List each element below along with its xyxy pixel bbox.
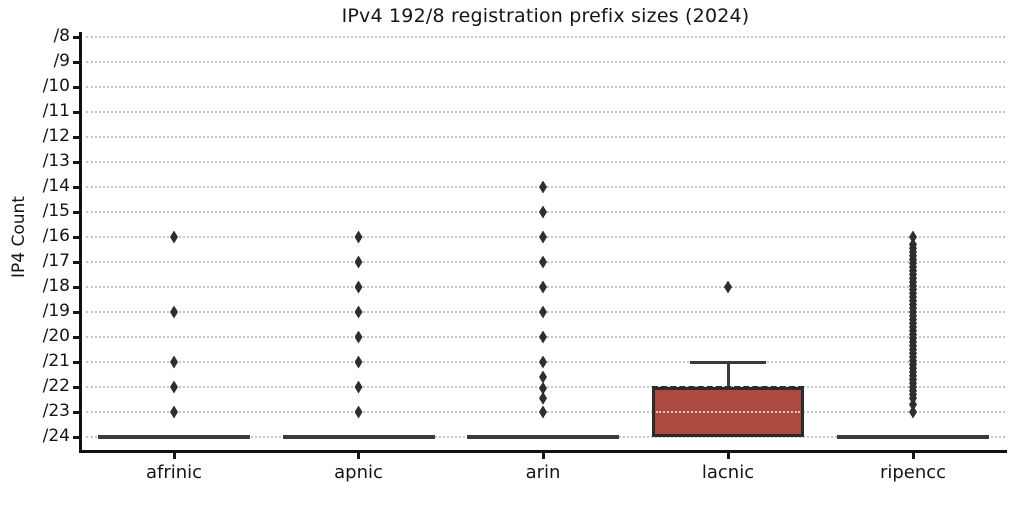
- y-tick-mark: [73, 35, 82, 39]
- x-tick-label: arin: [525, 462, 561, 483]
- y-tick-label: /24: [42, 426, 70, 446]
- outlier-marker: [170, 355, 178, 369]
- y-tick-label: /11: [42, 101, 70, 121]
- y-tick-mark: [73, 360, 82, 364]
- x-tick-mark: [726, 451, 730, 459]
- collapsed-box: [837, 435, 989, 439]
- x-tick-label: apnic: [334, 462, 383, 483]
- outlier-marker: [539, 370, 547, 384]
- chart-title: IPv4 192/8 registration prefix sizes (20…: [341, 5, 750, 27]
- collapsed-box: [282, 435, 435, 439]
- outlier-marker: [724, 280, 732, 294]
- outlier-marker: [539, 330, 547, 344]
- y-tick-mark: [73, 235, 82, 239]
- collapsed-box: [98, 435, 250, 439]
- outlier-marker: [354, 255, 363, 269]
- y-tick-mark: [73, 110, 82, 114]
- gridline: [86, 36, 1005, 38]
- y-tick-label: /20: [42, 326, 70, 346]
- left-spine: [79, 32, 82, 453]
- y-tick-mark: [73, 385, 82, 389]
- y-tick-mark: [73, 210, 82, 214]
- y-tick-label: /9: [53, 51, 70, 71]
- outlier-marker: [539, 355, 547, 369]
- bottom-spine: [79, 450, 1007, 453]
- y-tick-mark: [73, 260, 82, 264]
- whisker: [726, 362, 730, 387]
- y-tick-mark: [73, 335, 82, 339]
- outlier-marker: [539, 305, 547, 319]
- outlier-marker: [539, 405, 547, 419]
- y-tick-mark: [73, 285, 82, 289]
- gridline-overlay: [656, 411, 800, 413]
- median-line: [652, 386, 804, 389]
- outlier-marker: [539, 180, 547, 194]
- outlier-marker: [354, 330, 363, 344]
- y-tick-mark: [73, 185, 82, 189]
- outlier-marker: [354, 280, 363, 294]
- y-tick-label: /14: [42, 176, 70, 196]
- y-tick-label: /17: [42, 251, 70, 271]
- outlier-marker: [354, 355, 363, 369]
- gridline: [86, 161, 1005, 163]
- y-tick-label: /12: [42, 126, 70, 146]
- y-tick-label: /18: [42, 276, 70, 296]
- outlier-marker: [170, 380, 178, 394]
- gridline: [86, 136, 1005, 138]
- x-tick-mark: [911, 451, 915, 459]
- outlier-marker: [539, 230, 547, 244]
- x-tick-label: ripencc: [879, 462, 947, 483]
- y-tick-label: /8: [53, 26, 70, 46]
- y-tick-label: /19: [42, 301, 70, 321]
- x-tick-mark: [541, 451, 545, 459]
- outlier-marker: [909, 230, 917, 244]
- y-tick-label: /22: [42, 376, 70, 396]
- x-tick-label: afrinic: [145, 462, 203, 483]
- y-tick-mark: [73, 410, 82, 414]
- x-tick-label: lacnic: [701, 462, 755, 483]
- outlier-marker: [909, 405, 917, 419]
- y-tick-mark: [73, 135, 82, 139]
- whisker-cap: [690, 360, 766, 364]
- outlier-marker: [539, 205, 547, 219]
- gridline: [86, 86, 1005, 88]
- y-tick-label: /23: [42, 401, 70, 421]
- outlier-marker: [354, 305, 363, 319]
- gridline: [86, 111, 1005, 113]
- y-tick-label: /13: [42, 151, 70, 171]
- outlier-marker: [170, 305, 178, 319]
- collapsed-box: [467, 435, 619, 439]
- y-tick-mark: [73, 60, 82, 64]
- outlier-marker: [539, 280, 547, 294]
- y-tick-label: /16: [42, 226, 70, 246]
- outlier-marker: [539, 255, 547, 269]
- y-tick-mark: [73, 160, 82, 164]
- outlier-marker: [909, 398, 917, 411]
- outlier-marker: [539, 391, 547, 405]
- y-tick-mark: [73, 85, 82, 89]
- y-tick-label: /21: [42, 351, 70, 371]
- gridline: [86, 61, 1005, 63]
- y-tick-mark: [73, 435, 82, 439]
- y-tick-label: /10: [42, 76, 70, 96]
- x-tick-mark: [357, 451, 360, 459]
- outlier-marker: [354, 230, 363, 244]
- y-tick-mark: [73, 310, 82, 314]
- x-tick-mark: [172, 451, 176, 459]
- outlier-marker: [170, 230, 178, 244]
- y-tick-label: /15: [42, 201, 70, 221]
- outlier-marker: [354, 380, 363, 394]
- outlier-marker: [170, 405, 178, 419]
- outlier-marker: [354, 405, 363, 419]
- outlier-marker: [539, 381, 547, 395]
